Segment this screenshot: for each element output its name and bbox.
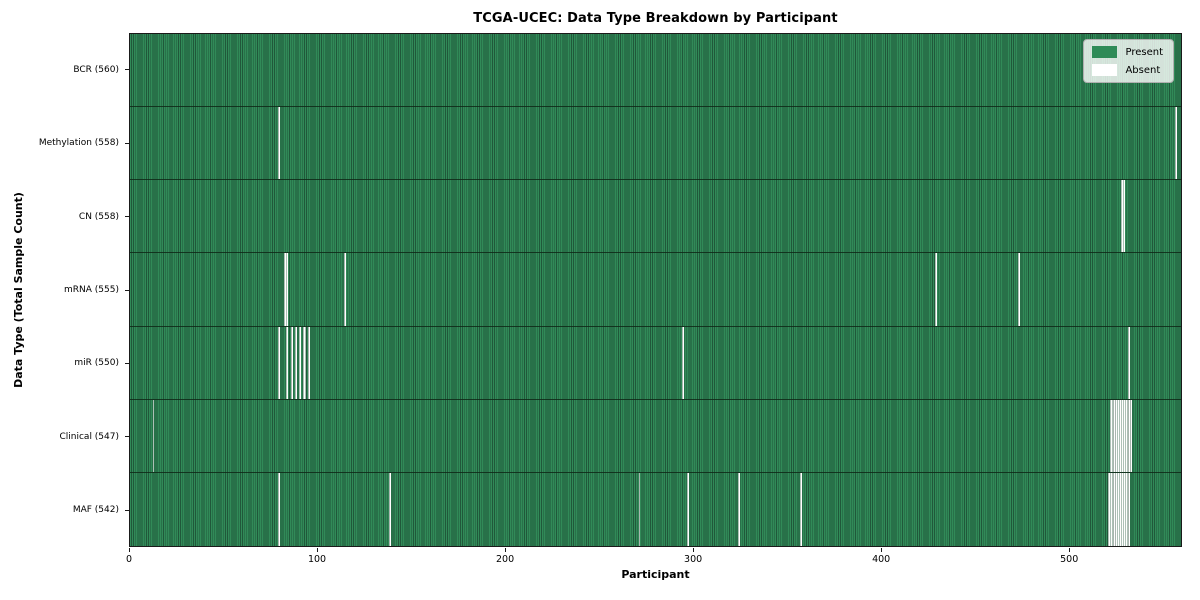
x-tick-label-100: 100	[307, 554, 327, 565]
absent-cell	[308, 326, 311, 399]
absent-cell	[1107, 472, 1110, 546]
y-axis: BCR (560) Methylation (558) CN (558) mRNA (…	[0, 33, 129, 547]
absent-cell	[278, 107, 281, 180]
x-tick-mark	[881, 548, 883, 552]
legend: Present Absent	[1083, 39, 1174, 83]
absent-cell	[1017, 253, 1020, 326]
absent-cell	[1122, 399, 1125, 472]
legend-entry-absent: Absent	[1092, 64, 1163, 76]
x-axis: 0 100 200 300 400 500	[125, 547, 1182, 577]
absent-cell	[800, 472, 802, 546]
absent-cell	[285, 326, 288, 399]
absent-cell	[1128, 326, 1131, 399]
absent-cell	[304, 326, 307, 399]
y-tick-mark	[125, 69, 129, 71]
y-tick-label-bcr: BCR (560)	[73, 64, 119, 75]
present-color-swatch	[1092, 46, 1118, 58]
y-tick-label-clinical: Clinical (547)	[59, 431, 119, 442]
absent-cell	[1115, 472, 1118, 546]
absent-cell	[1119, 399, 1121, 472]
x-tick-mark	[317, 548, 319, 552]
x-tick-label-200: 200	[495, 554, 515, 565]
absent-cell	[295, 326, 298, 399]
heatmap-row-cn	[130, 180, 1181, 254]
heatmap-row-mrna	[130, 253, 1181, 327]
absent-cell	[1109, 472, 1112, 546]
absent-cell	[1109, 399, 1112, 472]
x-tick-mark	[129, 548, 130, 552]
absent-cell	[1124, 472, 1127, 546]
heatmap-row-maf	[130, 472, 1181, 546]
absent-cell	[1124, 399, 1127, 472]
absent-cell	[283, 253, 286, 326]
x-tick-mark	[1069, 548, 1071, 552]
absent-cell	[1126, 472, 1129, 546]
y-tick-label-cn: CN (558)	[78, 211, 119, 222]
absent-cell	[278, 326, 281, 399]
absent-cell	[1130, 399, 1133, 472]
absent-cell	[1120, 180, 1123, 253]
y-tick-label-methylation: Methylation (558)	[38, 138, 119, 149]
chart-title: TCGA-UCEC: Data Type Breakdown by Partic…	[473, 11, 838, 26]
x-tick-label-0: 0	[125, 554, 133, 565]
absent-cell	[1113, 399, 1116, 472]
plot-area: Present Absent	[129, 33, 1182, 547]
absent-cell	[152, 399, 155, 472]
absent-cell	[935, 253, 938, 326]
absent-cell	[1117, 472, 1120, 546]
absent-cell	[1175, 107, 1178, 180]
absent-cell	[302, 326, 305, 399]
absent-cell	[687, 472, 690, 546]
legend-entry-present: Present	[1092, 46, 1163, 58]
y-tick-label-mrna: mRNA (555)	[64, 285, 119, 295]
absent-cell	[1128, 399, 1131, 472]
absent-cell	[1128, 472, 1131, 546]
absent-cell	[1122, 180, 1125, 253]
absent-cell	[1120, 472, 1123, 546]
x-tick-mark	[505, 548, 507, 552]
y-tick-label-maf: MAF (542)	[72, 505, 119, 516]
absent-cell	[343, 253, 346, 326]
x-tick-label-300: 300	[684, 554, 703, 565]
y-tick-mark	[125, 142, 129, 144]
x-tick-label-500: 500	[1060, 554, 1079, 565]
y-tick-mark	[125, 362, 129, 364]
absent-cell	[285, 253, 288, 326]
absent-cell	[291, 326, 294, 399]
absent-cell	[638, 472, 641, 546]
y-tick-mark	[125, 509, 129, 511]
absent-cell	[1119, 472, 1121, 546]
heatmap-row-clinical	[130, 399, 1181, 473]
absent-cell	[298, 326, 301, 399]
absent-cell	[1122, 472, 1125, 546]
legend-label-absent: Absent	[1125, 64, 1161, 76]
absent-cell	[681, 326, 684, 399]
y-tick-mark	[125, 289, 129, 291]
absent-cell	[1117, 399, 1120, 472]
legend-label-present: Present	[1125, 46, 1163, 58]
heatmap-row-bcr	[130, 34, 1181, 108]
y-tick-label-mir: miR (550)	[74, 358, 119, 369]
absent-cell	[1113, 472, 1116, 546]
y-tick-mark	[125, 216, 129, 218]
absent-cell	[1126, 399, 1129, 472]
x-tick-mark	[693, 548, 695, 552]
heatmap-row-methylation	[130, 107, 1181, 181]
y-tick-mark	[125, 436, 129, 438]
absent-cell	[1111, 399, 1114, 472]
x-tick-label-400: 400	[872, 554, 891, 565]
absent-cell	[738, 472, 740, 546]
absent-cell	[1115, 399, 1118, 472]
absent-cell	[1120, 399, 1123, 472]
heatmap-row-mir	[130, 326, 1181, 400]
absent-cell	[278, 472, 281, 546]
absent-color-swatch	[1092, 64, 1118, 76]
absent-cell	[1111, 472, 1114, 546]
x-axis-title: Participant	[621, 568, 690, 581]
absent-cell	[388, 472, 391, 546]
